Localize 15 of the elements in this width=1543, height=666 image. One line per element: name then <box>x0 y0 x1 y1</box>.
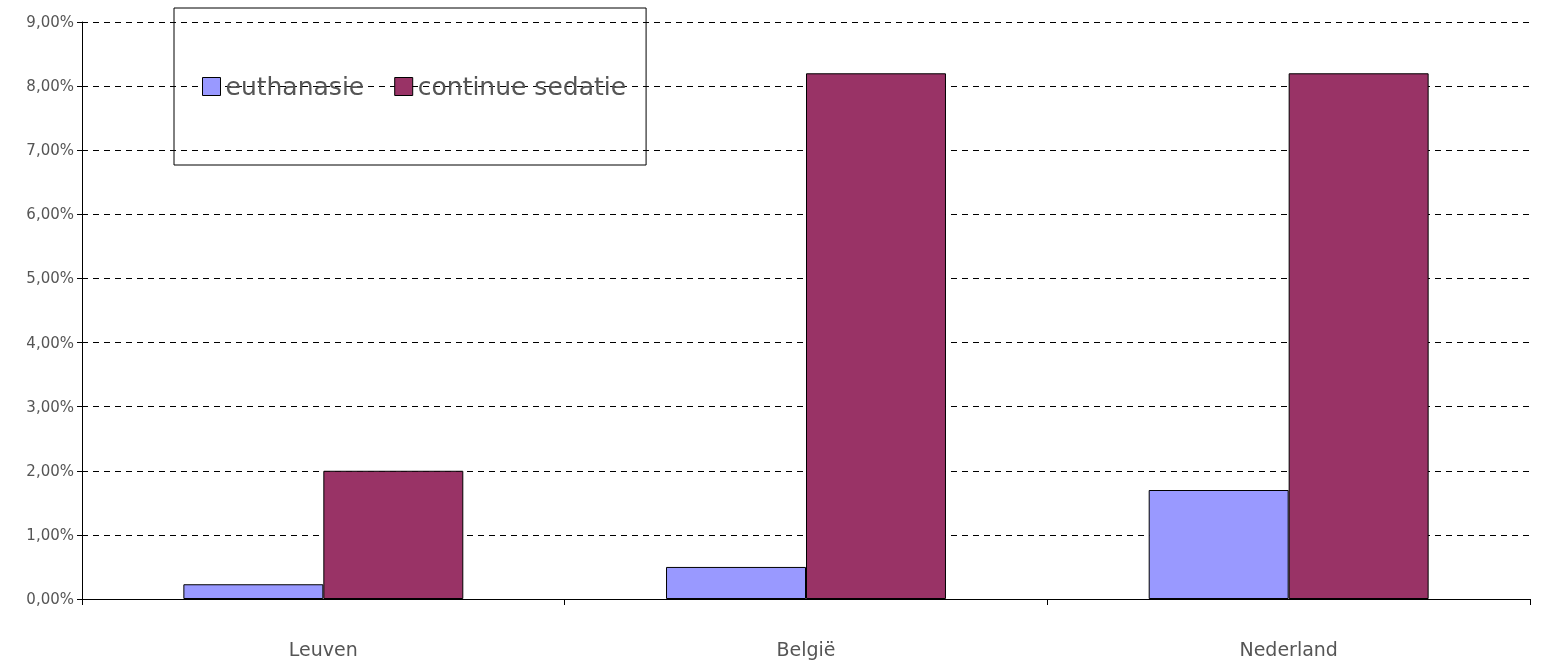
y-tick-label: 0,00% <box>26 590 74 608</box>
y-tick-label: 6,00% <box>26 205 74 224</box>
y-tick-label: 5,00% <box>26 269 74 288</box>
legend-label: continue sedatie <box>417 72 627 101</box>
y-tick-label: 9,00% <box>26 13 74 31</box>
y-tick-label: 1,00% <box>26 525 74 544</box>
y-tick-label: 2,00% <box>26 461 74 480</box>
x-tick-label: Nederland <box>1239 637 1338 660</box>
y-tick-label: 4,00% <box>26 333 74 352</box>
legend-label: euthanasie <box>225 72 365 101</box>
y-tick-label: 3,00% <box>26 397 74 416</box>
x-tick-label: Leuven <box>288 637 358 660</box>
y-tick-label: 7,00% <box>26 141 74 160</box>
y-tick-label: 8,00% <box>26 77 74 96</box>
x-tick-label: België <box>776 637 836 660</box>
